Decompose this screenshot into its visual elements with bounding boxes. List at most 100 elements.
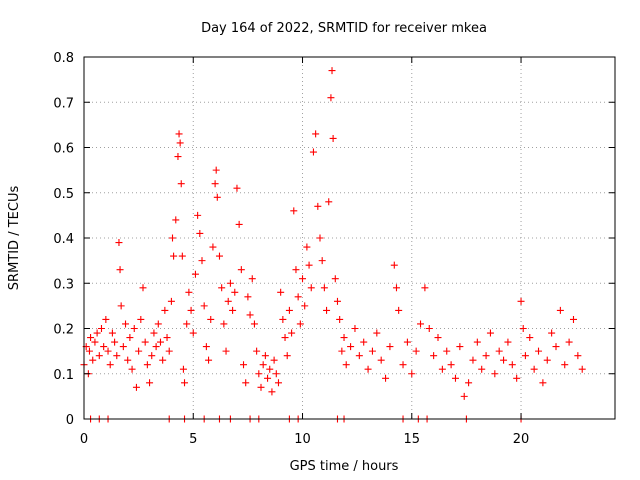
data-point — [478, 365, 486, 373]
data-point — [530, 365, 538, 373]
data-point — [301, 302, 309, 310]
data-point — [185, 288, 193, 296]
data-point — [373, 329, 381, 337]
data-point — [167, 297, 175, 305]
data-point — [85, 347, 93, 355]
data-point — [165, 347, 173, 355]
data-point — [231, 288, 239, 296]
data-point — [183, 320, 191, 328]
data-point — [403, 338, 411, 346]
data-point — [526, 334, 534, 342]
x-tick-label: 20 — [513, 432, 530, 447]
data-point — [233, 184, 241, 192]
data-point — [340, 334, 348, 342]
data-point — [331, 275, 339, 283]
data-point — [535, 347, 543, 355]
data-point — [473, 338, 481, 346]
data-point — [237, 266, 245, 274]
y-tick-label: 0.3 — [53, 277, 74, 292]
data-point — [390, 261, 398, 269]
y-tick-label: 0.8 — [53, 51, 74, 66]
data-point — [296, 320, 304, 328]
data-point — [279, 315, 287, 323]
data-point — [169, 234, 176, 242]
data-point — [89, 356, 97, 364]
y-tick-label: 0.7 — [53, 96, 74, 111]
data-point — [425, 325, 433, 332]
data-point — [290, 207, 298, 215]
data-point — [486, 329, 494, 337]
data-point — [87, 334, 95, 342]
data-point — [202, 343, 210, 351]
data-point — [212, 166, 220, 174]
data-point — [95, 352, 103, 360]
data-point — [116, 266, 124, 274]
data-point — [430, 352, 438, 360]
data-point — [100, 343, 108, 351]
data-point — [163, 334, 171, 342]
data-point — [154, 320, 162, 328]
y-tick-label: 0.2 — [53, 323, 74, 338]
data-point — [205, 356, 213, 364]
data-point — [270, 356, 278, 364]
data-point — [281, 334, 289, 342]
data-point — [91, 338, 99, 346]
y-tick-label: 0.6 — [53, 142, 74, 157]
data-point — [309, 148, 317, 156]
data-point — [347, 343, 355, 351]
data-point — [504, 338, 512, 346]
data-point — [395, 306, 403, 314]
data-point — [421, 284, 429, 292]
data-point — [303, 243, 311, 251]
data-point — [211, 180, 219, 188]
data-point — [122, 320, 130, 328]
data-point — [305, 261, 313, 269]
data-point — [434, 334, 442, 342]
data-point — [360, 338, 368, 346]
data-point — [181, 379, 189, 387]
data-point — [333, 297, 341, 305]
x-tick-label: 10 — [294, 432, 311, 447]
data-point — [178, 252, 186, 260]
y-tick-label: 0.5 — [53, 187, 74, 202]
data-point — [495, 347, 503, 355]
data-point — [191, 270, 199, 278]
data-point — [152, 343, 160, 351]
data-point — [469, 356, 477, 364]
data-point — [447, 361, 455, 369]
data-point — [323, 306, 331, 314]
y-tick-label: 0.4 — [53, 232, 74, 247]
data-point — [156, 338, 164, 346]
data-point — [283, 352, 291, 360]
data-point — [135, 347, 143, 355]
data-point — [113, 352, 121, 360]
data-point — [412, 347, 420, 355]
data-point — [257, 383, 265, 391]
data-point — [196, 229, 204, 237]
data-point — [377, 356, 385, 364]
data-point — [250, 320, 258, 328]
y-axis-label: SRMTID / TECUs — [7, 186, 22, 291]
data-point — [299, 275, 307, 283]
data-point — [500, 356, 508, 364]
data-point — [482, 352, 490, 360]
data-point — [172, 216, 180, 224]
data-point — [175, 130, 183, 138]
data-point — [111, 338, 119, 346]
data-point — [578, 365, 586, 373]
data-point — [451, 374, 459, 382]
data-point — [261, 352, 269, 360]
data-point — [314, 202, 322, 210]
data-point — [220, 320, 228, 328]
x-axis-label: GPS time / hours — [290, 459, 399, 474]
data-point — [552, 343, 560, 351]
data-point — [148, 352, 156, 360]
data-point — [277, 288, 285, 296]
axis-ticks: 0 0.1 0.2 0.3 0.4 0.5 0.6 0.7 0.8 0 5 10 15 20 — [53, 51, 615, 447]
data-point — [569, 315, 577, 323]
data-point — [174, 153, 182, 161]
data-point — [386, 343, 394, 351]
data-point — [104, 347, 112, 355]
data-point — [126, 334, 134, 342]
data-point — [465, 379, 473, 387]
